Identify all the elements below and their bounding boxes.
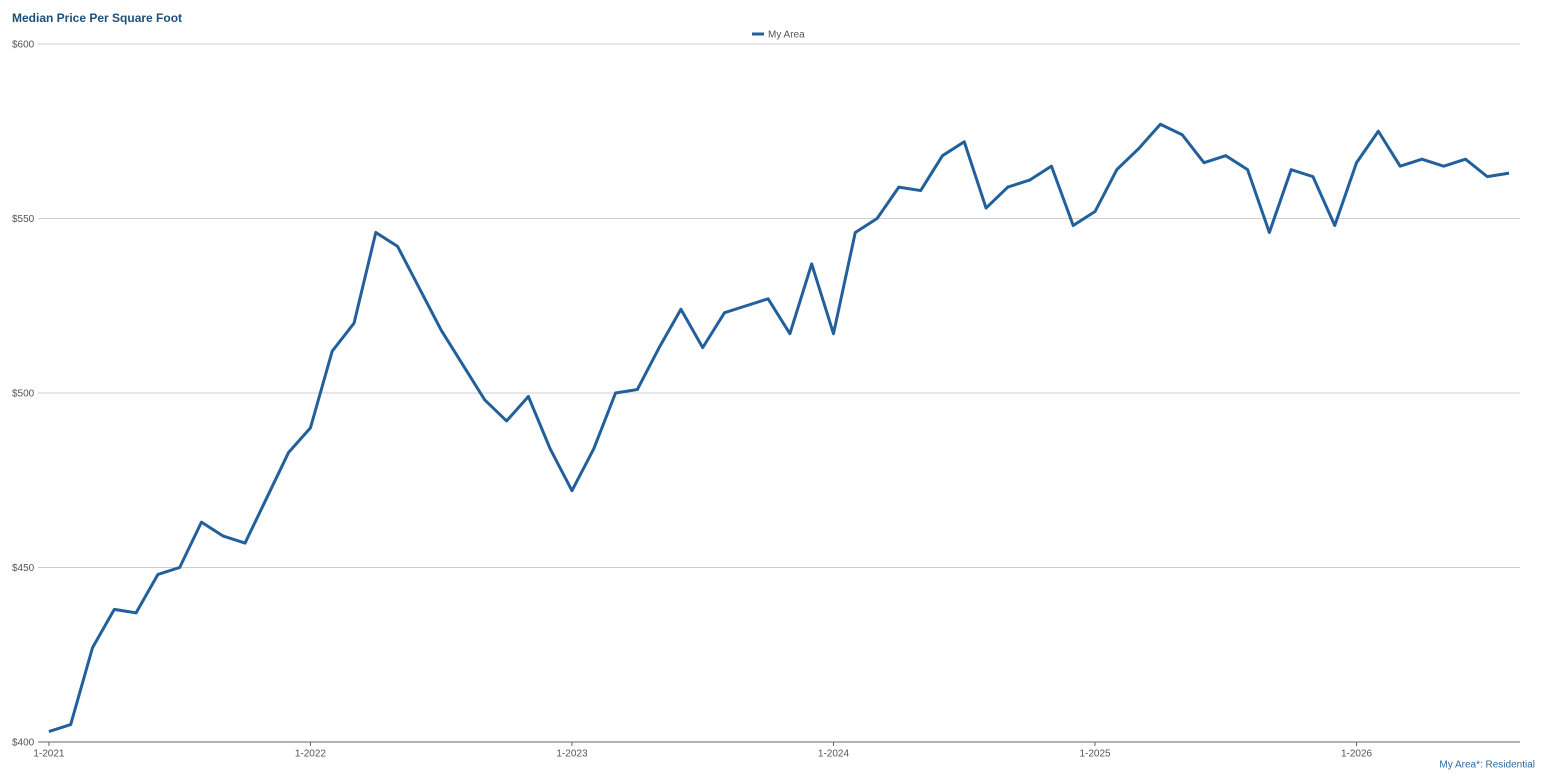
data-line [48,122,1510,733]
y-tick-label: $550 [12,214,35,225]
x-tick-label: 1-2025 [1079,749,1111,760]
footnote: My Area*: Residential [1439,760,1535,771]
y-tick-label: $500 [12,389,35,400]
y-tick-label: $400 [12,738,35,749]
x-tick-label: 1-2022 [295,749,327,760]
y-tick-label: $600 [12,40,35,51]
x-tick-label: 1-2026 [1341,749,1373,760]
y-tick-label: $450 [12,563,35,574]
legend-label: My Area [768,30,805,41]
x-tick-label: 1-2023 [556,749,588,760]
x-tick-label: 1-2021 [33,749,65,760]
x-tick-label: 1-2024 [818,749,850,760]
chart-title: Median Price Per Square Foot [12,11,182,25]
